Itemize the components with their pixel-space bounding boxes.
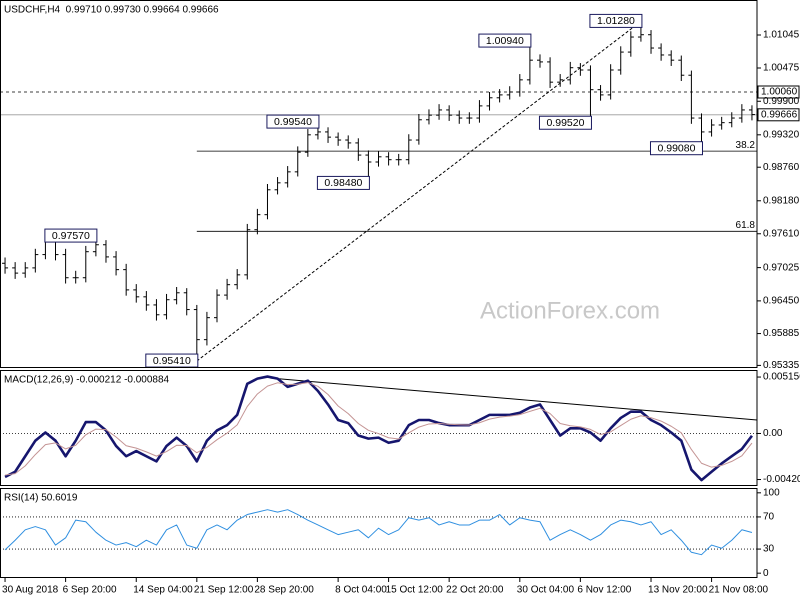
y-tick-label: 70 xyxy=(763,512,775,523)
price-tag-label: 0.99666 xyxy=(761,109,798,120)
macd-trendline xyxy=(269,377,758,421)
annotation-label: 0.99520 xyxy=(546,117,584,129)
trendline xyxy=(196,21,642,362)
annotation-box xyxy=(478,33,532,48)
y-tick-label: 0.005156 xyxy=(763,372,800,383)
annotation-label: 0.97570 xyxy=(52,230,90,242)
annotation-box xyxy=(538,115,592,130)
annotation-box xyxy=(316,175,370,190)
x-tick-label: 13 Nov 20:00 xyxy=(648,585,708,596)
y-tick-label: 1.00475 xyxy=(763,63,800,74)
x-tick-label: 8 Oct 04:00 xyxy=(335,585,387,596)
panel-title: RSI(14) 50.6019 xyxy=(4,493,78,504)
annotation-box xyxy=(649,141,703,156)
price-tag xyxy=(757,108,800,122)
panel-frame xyxy=(0,0,758,368)
price-tag xyxy=(757,85,800,99)
x-tick-label: 21 Sep 12:00 xyxy=(194,585,254,596)
x-tick-label: 21 Nov 08:00 xyxy=(709,585,769,596)
annotation-label: 0.98480 xyxy=(324,177,362,189)
y-tick-label: 0.95885 xyxy=(763,328,800,339)
panel-frame xyxy=(0,370,758,486)
annotation-box xyxy=(44,228,98,243)
annotation-box xyxy=(589,13,643,28)
watermark: ActionForex.com xyxy=(480,297,660,324)
y-tick-label: 0.96450 xyxy=(763,296,800,307)
y-tick-label: 100 xyxy=(763,487,780,498)
y-tick-label: 0.98760 xyxy=(763,162,800,173)
fib-label: 38.2 xyxy=(736,140,756,151)
x-tick-label: 30 Aug 2018 xyxy=(2,585,59,596)
annotation-label: 1.01280 xyxy=(597,15,635,27)
y-tick-label: 0 xyxy=(763,568,769,579)
x-tick-label: 22 Oct 20:00 xyxy=(446,585,504,596)
x-tick-label: 6 Sep 20:00 xyxy=(63,585,117,596)
y-tick-label: 0.97610 xyxy=(763,228,800,239)
annotation-label: 0.99080 xyxy=(658,142,696,154)
x-tick-label: 6 Nov 12:00 xyxy=(577,585,631,596)
y-tick-label: 0.98180 xyxy=(763,195,800,206)
annotation-label: 0.95410 xyxy=(153,355,191,367)
series-line xyxy=(4,509,753,556)
x-tick-label: 15 Oct 12:00 xyxy=(386,585,444,596)
y-tick-label: 0.00 xyxy=(763,428,783,439)
x-tick-label: 30 Oct 04:00 xyxy=(517,585,575,596)
annotation-label: 0.99540 xyxy=(274,116,312,128)
y-tick-label: 0.97025 xyxy=(763,262,800,273)
y-tick-label: -0.004209 xyxy=(763,474,800,485)
y-tick-label: 0.99900 xyxy=(763,96,800,107)
x-tick-label: 14 Sep 04:00 xyxy=(133,585,193,596)
y-tick-label: 1.01045 xyxy=(763,30,800,41)
y-tick-label: 0.95335 xyxy=(763,360,800,371)
panel-title: USDCHF,H4 0.99710 0.99730 0.99664 0.9966… xyxy=(4,5,219,16)
annotation-label: 1.00940 xyxy=(486,35,524,47)
panel-frame xyxy=(0,488,758,578)
fib-label: 61.8 xyxy=(736,220,756,231)
x-tick-label: 28 Sep 20:00 xyxy=(254,585,314,596)
series-line xyxy=(4,382,753,476)
y-tick-label: 0.99320 xyxy=(763,129,800,140)
series-line xyxy=(4,375,753,482)
panel-title: MACD(12,26,9) -0.000212 -0.000884 xyxy=(4,375,170,386)
annotation-box xyxy=(266,114,320,129)
y-tick-label: 30 xyxy=(763,544,775,555)
price-tag-label: 1.00060 xyxy=(761,87,798,98)
